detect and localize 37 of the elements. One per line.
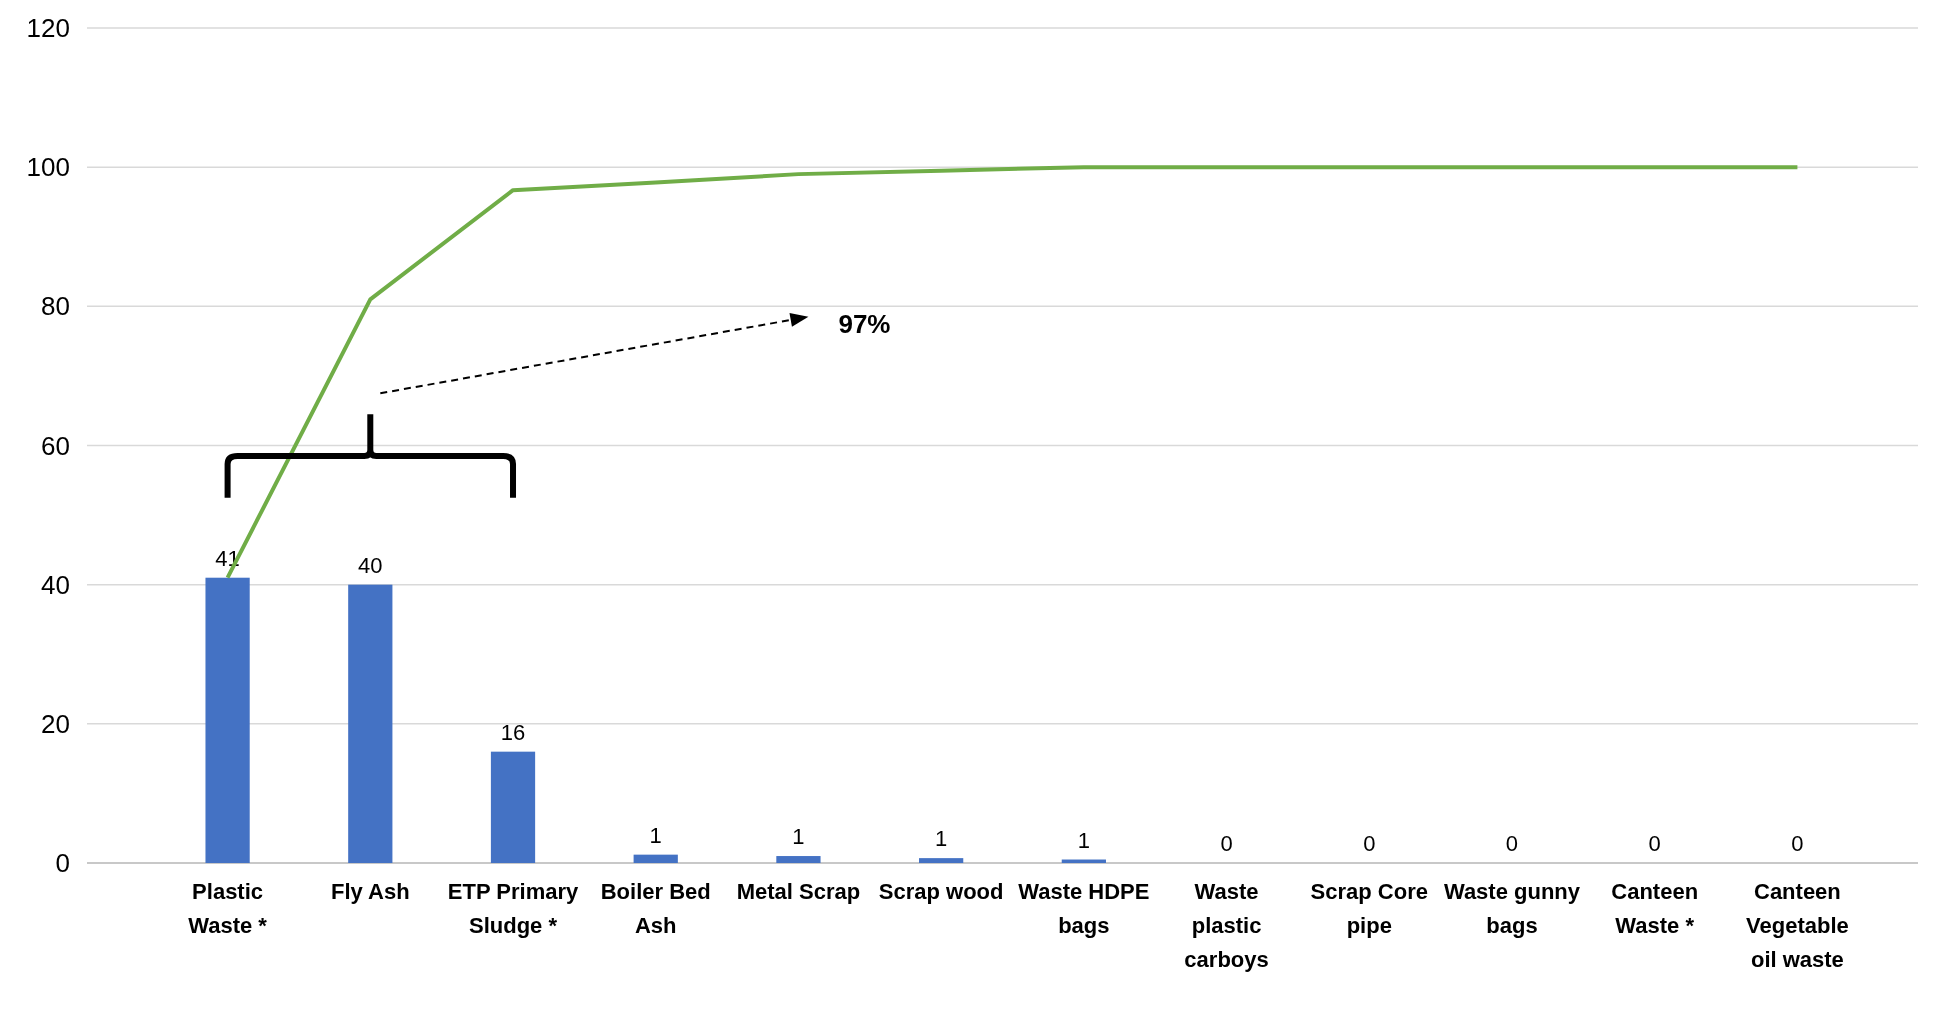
data-label: 40	[358, 552, 383, 578]
annotation: 97%	[838, 308, 891, 339]
data-label: 0	[1363, 831, 1376, 856]
data-label: 1	[792, 824, 805, 850]
x-tick-label: Canteen Waste *	[1611, 879, 1699, 938]
x-tick-label: Metal Scrap	[736, 879, 861, 904]
x-tick-label: Plastic Waste *	[188, 879, 268, 938]
y-tick-label: 0	[55, 848, 70, 879]
bar	[776, 856, 821, 863]
x-tick-label: Scrap Core pipe	[1310, 879, 1428, 938]
x-tick-label: Scrap wood	[878, 879, 1004, 904]
y-tick-label: 80	[41, 291, 70, 322]
bar	[490, 751, 536, 863]
data-label: 1	[1077, 827, 1090, 853]
x-tick-label: Fly Ash	[330, 879, 410, 904]
x-tick-label: Waste plastic carboys	[1184, 879, 1269, 972]
data-label: 0	[1220, 831, 1233, 856]
data-label: 1	[935, 826, 948, 852]
data-label: 0	[1791, 831, 1804, 856]
data-label: 16	[500, 719, 526, 745]
y-tick-label: 100	[26, 152, 70, 183]
y-tick-label: 20	[41, 708, 70, 739]
y-tick-label: 60	[41, 430, 70, 461]
bar	[348, 584, 393, 863]
data-label: 0	[1505, 831, 1519, 856]
x-tick-label: Canteen Vegetable oil waste	[1746, 879, 1849, 972]
data-label: 1	[649, 822, 662, 848]
data-label: 0	[1648, 831, 1661, 856]
y-tick-label: 120	[26, 13, 70, 44]
bar	[633, 854, 678, 863]
x-tick-label: Boiler Bed Ash	[600, 879, 711, 938]
x-tick-label: ETP Primary Sludge *	[447, 879, 579, 938]
x-tick-label: Waste HDPE bags	[1018, 879, 1150, 938]
x-tick-label: Waste gunny bags	[1443, 879, 1581, 938]
bar	[205, 577, 250, 863]
y-tick-label: 40	[41, 569, 70, 600]
bar	[919, 858, 964, 863]
